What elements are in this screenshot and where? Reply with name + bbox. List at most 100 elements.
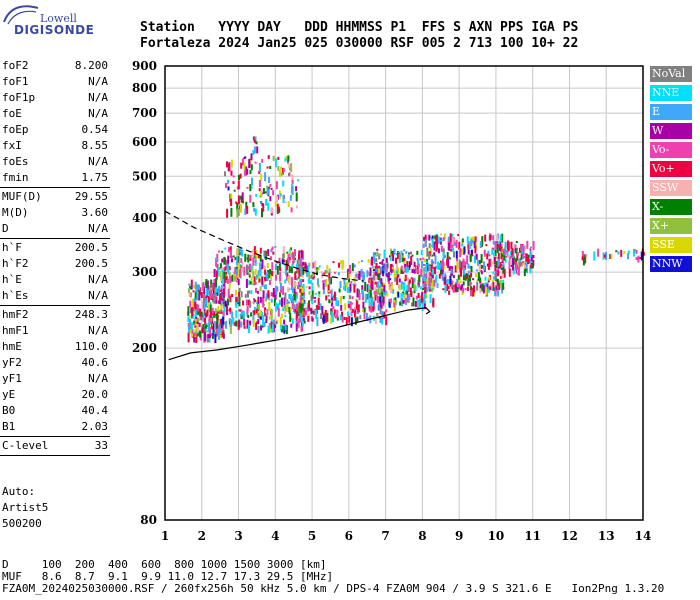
- echo-point: [193, 332, 196, 337]
- echo-point: [361, 260, 363, 262]
- echo-point: [389, 298, 392, 304]
- echo-point: [302, 279, 305, 283]
- echo-point: [257, 319, 260, 325]
- echo-point: [240, 162, 243, 169]
- echo-point: [467, 278, 470, 287]
- echo-point: [496, 243, 499, 253]
- echo-point: [251, 177, 253, 186]
- echo-point: [311, 299, 314, 305]
- echo-point: [442, 237, 445, 242]
- echo-point: [381, 260, 384, 265]
- echo-point: [446, 279, 449, 281]
- echo-point: [520, 257, 523, 261]
- echo-point: [220, 332, 223, 339]
- echo-point: [434, 267, 437, 275]
- echo-point: [228, 298, 231, 301]
- echo-point: [517, 266, 520, 276]
- echo-point: [345, 281, 348, 288]
- echo-point: [458, 241, 461, 250]
- echo-point: [505, 255, 507, 258]
- x-tick-label: 4: [271, 529, 279, 543]
- echo-point: [358, 293, 361, 301]
- echo-point: [469, 254, 472, 263]
- y-tick-label: 400: [132, 211, 157, 225]
- echo-point: [448, 287, 451, 295]
- echo-point: [379, 316, 382, 323]
- echo-point: [261, 259, 264, 269]
- echo-point: [384, 268, 387, 274]
- echo-point: [584, 254, 587, 258]
- echo-point: [287, 155, 290, 162]
- echo-point: [375, 258, 378, 263]
- echo-point: [422, 243, 425, 248]
- echo-point: [471, 254, 474, 257]
- echo-point: [442, 248, 445, 253]
- echo-point: [442, 288, 445, 291]
- echo-point: [369, 267, 372, 277]
- param-label: C-level: [2, 439, 49, 452]
- echo-point: [245, 264, 248, 274]
- param-value: 29.55: [74, 190, 108, 203]
- echo-point: [530, 246, 532, 249]
- echo-point: [270, 256, 273, 261]
- echo-point: [262, 298, 265, 308]
- legend-item: Vo-: [650, 142, 692, 158]
- echo-point: [237, 180, 240, 190]
- echo-point: [295, 291, 298, 295]
- echo-point: [254, 208, 257, 216]
- echo-point: [379, 302, 382, 308]
- echo-point: [446, 281, 449, 284]
- echo-point: [298, 269, 301, 277]
- echo-point: [230, 170, 233, 176]
- echo-point: [243, 162, 246, 171]
- echo-point: [267, 325, 270, 334]
- echo-point: [212, 326, 215, 335]
- echo-point: [349, 283, 352, 292]
- echo-point: [428, 243, 431, 249]
- echo-point: [530, 264, 533, 269]
- echo-point: [293, 305, 296, 309]
- echo-point: [236, 256, 239, 266]
- echo-point: [342, 296, 345, 299]
- echo-point: [505, 250, 508, 253]
- echo-point: [327, 294, 330, 297]
- echo-point: [486, 283, 489, 289]
- echo-point: [428, 252, 431, 260]
- echo-point: [627, 253, 629, 260]
- echo-point: [494, 266, 497, 272]
- echo-point: [240, 321, 243, 328]
- echo-point: [293, 304, 296, 307]
- x-tick-label: 7: [381, 529, 389, 543]
- echo-point: [208, 285, 211, 291]
- echo-point: [322, 317, 325, 322]
- echo-point: [222, 279, 225, 284]
- echo-point: [494, 287, 497, 297]
- param-value: N/A: [88, 372, 108, 385]
- echo-point: [218, 299, 221, 304]
- echo-point: [307, 278, 310, 284]
- echo-point: [290, 163, 293, 173]
- echo-point: [368, 287, 371, 296]
- echo-point: [447, 236, 450, 242]
- echo-point: [249, 257, 252, 261]
- echo-point: [443, 233, 446, 240]
- echo-point: [281, 258, 284, 265]
- echo-point: [447, 256, 450, 259]
- param-row: foF2 8.200: [0, 58, 110, 74]
- echo-point: [232, 181, 235, 185]
- echo-point: [239, 173, 242, 179]
- echo-point: [228, 247, 230, 253]
- echo-point: [292, 296, 295, 305]
- echo-point: [215, 278, 218, 288]
- echo-point: [288, 275, 291, 285]
- echo-point: [229, 324, 232, 334]
- echo-point: [522, 246, 525, 256]
- echo-point: [288, 306, 291, 314]
- echo-point: [301, 287, 304, 293]
- legend-item: SSE: [650, 237, 692, 253]
- echo-point: [238, 292, 240, 298]
- y-tick-label: 300: [132, 265, 157, 279]
- echo-point: [604, 254, 606, 258]
- echo-point: [276, 265, 279, 275]
- echo-point: [501, 233, 504, 243]
